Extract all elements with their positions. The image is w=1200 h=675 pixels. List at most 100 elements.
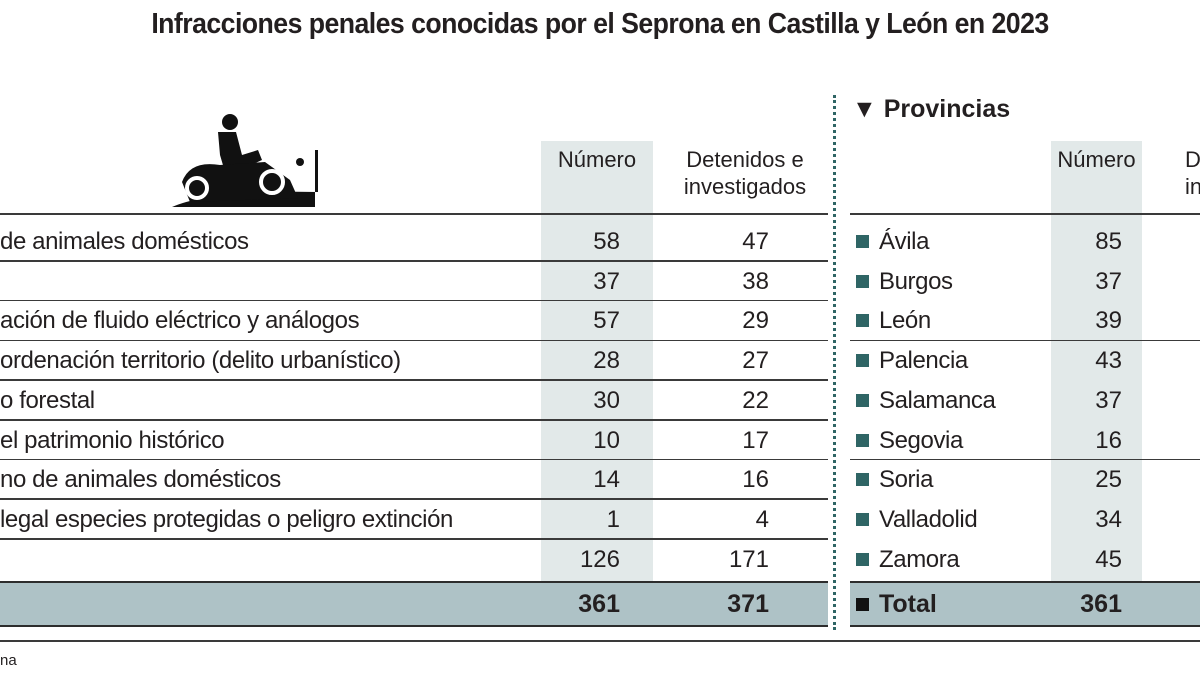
province-label: Ávila: [856, 222, 929, 261]
table-row: legal especies protegidas o peligro exti…: [0, 500, 828, 539]
row-numero: 58: [593, 228, 620, 255]
row-label: ación de fluido eléctrico y análogos: [0, 307, 360, 335]
row-detenidos: 171: [728, 545, 769, 573]
right-total-bar: [850, 581, 1200, 627]
row-divider: [0, 379, 828, 381]
right-total-numero: 361: [1080, 590, 1122, 618]
row-detenidos: 38: [742, 267, 769, 295]
table-row: el patrimonio histórico 10 17: [0, 421, 828, 460]
row-numero: 28: [593, 347, 620, 375]
province-row: Palencia 43: [856, 341, 1200, 380]
province-label: Zamora: [856, 540, 960, 579]
province-row: Segovia 16: [856, 421, 1200, 460]
province-label: Palencia: [856, 341, 968, 380]
bullet-icon: [856, 314, 869, 328]
row-detenidos: 27: [742, 347, 769, 375]
group-divider: [850, 458, 1200, 461]
row-detenidos: 47: [742, 228, 769, 255]
row-label: de animales domésticos: [0, 228, 249, 255]
province-numero: 25: [1095, 466, 1122, 494]
row-detenidos: 17: [742, 426, 769, 454]
page-title: Infracciones penales conocidas por el Se…: [151, 8, 1049, 40]
provincias-heading: ▼ Provincias: [852, 95, 1011, 123]
row-divider: [0, 299, 828, 302]
bottom-rule: [0, 640, 1200, 642]
row-numero: 57: [593, 307, 620, 335]
row-divider: [0, 339, 828, 342]
row-numero: 30: [593, 386, 620, 414]
bullet-icon: [856, 354, 869, 368]
dotted-separator: [833, 95, 836, 630]
row-divider: [0, 260, 828, 262]
province-numero: 16: [1095, 426, 1122, 454]
table-row: no de animales domésticos 14 16: [0, 460, 828, 499]
province-numero: 45: [1095, 545, 1122, 573]
provincias-header-divider: [850, 213, 1200, 215]
row-numero: 1: [606, 505, 620, 533]
row-detenidos: 16: [742, 466, 769, 494]
province-label: Segovia: [856, 421, 963, 460]
province-numero: 43: [1095, 347, 1122, 375]
left-total-bar: [0, 581, 828, 627]
row-divider: [0, 458, 828, 461]
row-divider: [0, 419, 828, 421]
row-detenidos: 29: [742, 307, 769, 335]
provincias-header-numero: Número: [1057, 147, 1136, 172]
row-divider: [0, 538, 828, 540]
provincias-header-detenidos: D in: [1185, 147, 1200, 199]
row-numero: 10: [593, 426, 620, 454]
column-header-detenidos: Detenidos e investigados: [683, 147, 807, 199]
right-total-label: Total: [856, 581, 937, 627]
province-numero: 37: [1095, 267, 1122, 295]
row-numero: 126: [579, 545, 620, 573]
header-divider: [0, 213, 828, 215]
group-divider: [850, 339, 1200, 342]
row-numero: 14: [593, 466, 620, 494]
left-total-detenidos: 371: [727, 590, 769, 618]
province-row: Zamora 45: [856, 540, 1200, 579]
row-label: el patrimonio histórico: [0, 426, 225, 454]
row-detenidos: 22: [742, 386, 769, 414]
row-detenidos: 4: [755, 505, 769, 533]
table-row: o forestal 30 22: [0, 381, 828, 420]
province-row: Valladolid 34: [856, 500, 1200, 539]
row-label: ordenación territorio (delito urbanístic…: [0, 347, 401, 375]
bullet-icon: [856, 552, 869, 566]
table-row: 126 171: [0, 540, 828, 579]
triangle-down-icon: ▼: [852, 95, 877, 123]
row-label: legal especies protegidas o peligro exti…: [0, 505, 453, 533]
bullet-icon: [856, 433, 869, 447]
province-row: Soria 25: [856, 460, 1200, 499]
province-row: Salamanca 37: [856, 381, 1200, 420]
province-label: León: [856, 301, 931, 340]
province-numero: 37: [1095, 386, 1122, 414]
row-numero: 37: [593, 267, 620, 295]
source-text: na: [0, 652, 17, 669]
motorcycle-rider-icon: [170, 110, 320, 215]
province-label: Valladolid: [856, 500, 978, 539]
province-label: Burgos: [856, 262, 953, 301]
province-label: Soria: [856, 460, 933, 499]
table-row: 37 38: [0, 262, 828, 301]
bullet-icon: [856, 512, 869, 526]
province-row: Ávila 85: [856, 222, 1200, 261]
province-row: León 39: [856, 301, 1200, 340]
row-divider: [0, 498, 828, 500]
province-numero: 85: [1095, 228, 1122, 255]
left-total-numero: 361: [578, 590, 620, 618]
bullet-icon: [856, 473, 869, 487]
bullet-icon: [856, 235, 869, 248]
province-row: Burgos 37: [856, 262, 1200, 301]
province-numero: 39: [1095, 307, 1122, 335]
row-label: no de animales domésticos: [0, 466, 281, 494]
table-row: ación de fluido eléctrico y análogos 57 …: [0, 301, 828, 340]
province-numero: 34: [1095, 505, 1122, 533]
table-row: ordenación territorio (delito urbanístic…: [0, 341, 828, 380]
row-label: o forestal: [0, 386, 95, 414]
province-label: Salamanca: [856, 381, 996, 420]
table-row: de animales domésticos 58 47: [0, 222, 828, 261]
bullet-icon: [856, 598, 869, 611]
bullet-icon: [856, 393, 869, 407]
bullet-icon: [856, 274, 869, 288]
column-header-numero: Número: [557, 147, 637, 172]
